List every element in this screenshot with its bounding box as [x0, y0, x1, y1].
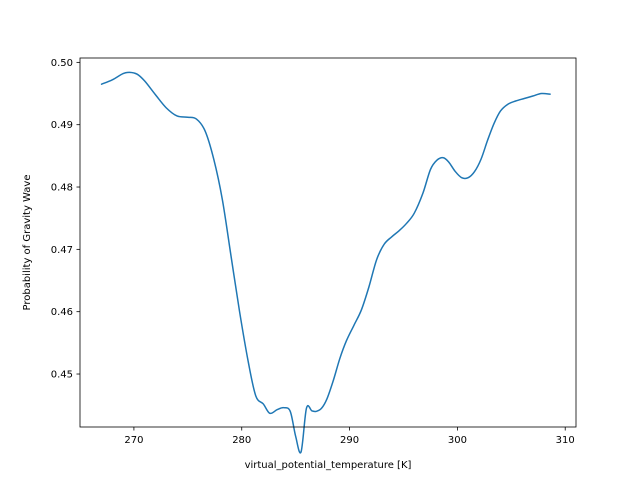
- x-axis-ticks: 270 280 290 300 310: [124, 427, 575, 446]
- series-line: [100, 71, 551, 454]
- y-axis-ticks: 0.45 0.46 0.47 0.48 0.49 0.50: [51, 58, 80, 381]
- x-tick-label: 290: [340, 435, 359, 446]
- y-tick-label: 0.49: [51, 120, 73, 131]
- y-tick-label: 0.47: [51, 245, 73, 256]
- x-tick-label: 310: [556, 435, 575, 446]
- y-tick-label: 0.45: [51, 370, 73, 381]
- axes-frame: [79, 57, 577, 428]
- y-tick-label: 0.50: [51, 58, 73, 69]
- y-tick-label: 0.46: [51, 307, 73, 318]
- x-tick-label: 270: [124, 435, 143, 446]
- y-tick-label: 0.48: [51, 183, 73, 194]
- x-tick-label: 280: [232, 435, 251, 446]
- x-axis-label: virtual_potential_temperature [K]: [245, 460, 412, 471]
- y-axis-label: Probability of Gravity Wave: [22, 174, 33, 310]
- x-tick-label: 300: [448, 435, 467, 446]
- plot-area: [80, 58, 576, 427]
